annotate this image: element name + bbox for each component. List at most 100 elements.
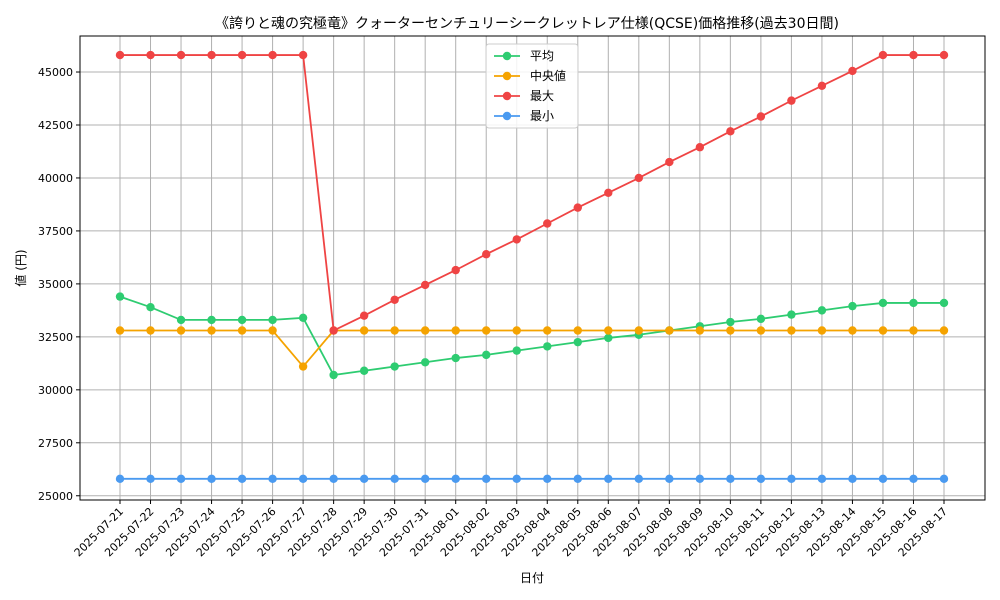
data-point <box>115 326 125 335</box>
data-point <box>512 235 521 244</box>
legend-entry: 最小 <box>494 109 554 123</box>
data-point <box>787 326 796 335</box>
data-point <box>115 50 125 60</box>
data-point <box>726 474 735 484</box>
data-point <box>176 326 186 335</box>
data-point <box>787 310 796 319</box>
y-tick-label: 42500 <box>38 119 73 132</box>
data-point <box>268 315 277 325</box>
data-point <box>665 326 674 335</box>
legend-label: 中央値 <box>530 68 566 83</box>
data-point <box>787 474 796 484</box>
data-point <box>604 188 613 197</box>
data-point <box>756 474 766 484</box>
y-tick-label: 32500 <box>38 331 73 344</box>
legend-entry: 平均 <box>494 49 554 63</box>
chart-title: 《誇りと魂の究極竜》クォーターセンチュリーシークレットレア仕様(QCSE)価格推… <box>215 15 839 32</box>
legend-swatch-marker <box>502 71 512 81</box>
data-point <box>878 326 888 335</box>
data-point <box>939 298 949 308</box>
data-point <box>878 50 888 60</box>
data-point <box>695 474 705 484</box>
data-point <box>726 317 735 327</box>
series-最大 <box>115 50 949 335</box>
data-point <box>726 326 735 335</box>
data-point <box>298 50 308 60</box>
data-point <box>909 474 918 484</box>
data-point <box>787 96 796 105</box>
series-line <box>120 329 944 368</box>
data-point <box>359 311 369 320</box>
data-point <box>482 326 491 335</box>
data-point <box>146 302 155 312</box>
data-point <box>848 474 857 484</box>
data-point <box>634 474 644 484</box>
data-point <box>878 298 888 308</box>
data-point <box>543 219 552 228</box>
data-point <box>115 292 125 301</box>
data-point <box>268 326 277 335</box>
y-tick-label: 25000 <box>38 490 73 503</box>
data-point <box>817 326 827 335</box>
x-axis: 2025-07-212025-07-222025-07-232025-07-24… <box>72 500 950 559</box>
data-point <box>176 50 186 60</box>
legend-entry: 最大 <box>494 89 554 103</box>
data-point <box>390 362 399 371</box>
data-point <box>390 326 399 335</box>
data-point <box>512 346 521 355</box>
data-point <box>695 326 705 335</box>
series-平均 <box>115 292 949 380</box>
data-point <box>909 326 918 335</box>
data-point <box>939 474 949 484</box>
data-point <box>298 313 308 322</box>
data-point <box>665 157 674 167</box>
data-point <box>420 474 430 484</box>
data-point <box>665 474 674 484</box>
data-point <box>237 326 247 335</box>
y-tick-label: 30000 <box>38 384 73 397</box>
data-point <box>420 326 430 335</box>
legend-box <box>485 43 579 129</box>
data-point <box>207 474 216 484</box>
y-tick-label: 35000 <box>38 278 73 291</box>
data-point <box>482 350 491 360</box>
legend-swatch-marker <box>502 91 512 101</box>
data-point <box>207 315 216 325</box>
data-point <box>573 474 582 484</box>
data-point <box>543 342 552 351</box>
data-point <box>756 314 766 324</box>
data-point <box>848 66 857 76</box>
data-point <box>176 474 186 484</box>
legend-swatch-marker <box>502 111 512 121</box>
data-point <box>756 326 766 335</box>
legend-entry: 中央値 <box>494 68 566 83</box>
legend-label: 平均 <box>530 49 554 63</box>
data-point <box>329 370 338 380</box>
data-point <box>237 315 247 325</box>
data-point <box>817 474 827 484</box>
data-point <box>420 358 430 367</box>
data-point <box>604 326 613 335</box>
grid <box>80 36 985 500</box>
data-point <box>176 315 186 325</box>
data-point <box>298 474 308 484</box>
data-point <box>451 474 460 484</box>
legend-label: 最大 <box>530 89 554 103</box>
data-point <box>817 81 827 90</box>
series-最小 <box>115 474 949 484</box>
y-tick-label: 27500 <box>38 437 73 450</box>
data-point <box>573 337 582 347</box>
data-point <box>939 50 949 60</box>
data-point <box>451 353 460 363</box>
data-point <box>909 50 918 60</box>
y-axis-title: 値 (円) <box>13 249 28 286</box>
data-point <box>298 362 308 371</box>
legend-label: 最小 <box>530 109 554 123</box>
data-point <box>207 326 216 335</box>
y-axis: 25000 27500 30000 32500 35000 37500 40000 42500… <box>38 66 80 503</box>
data-point <box>909 298 918 308</box>
data-point <box>146 50 155 60</box>
series-layer <box>115 50 949 484</box>
series-中央値 <box>115 326 949 371</box>
